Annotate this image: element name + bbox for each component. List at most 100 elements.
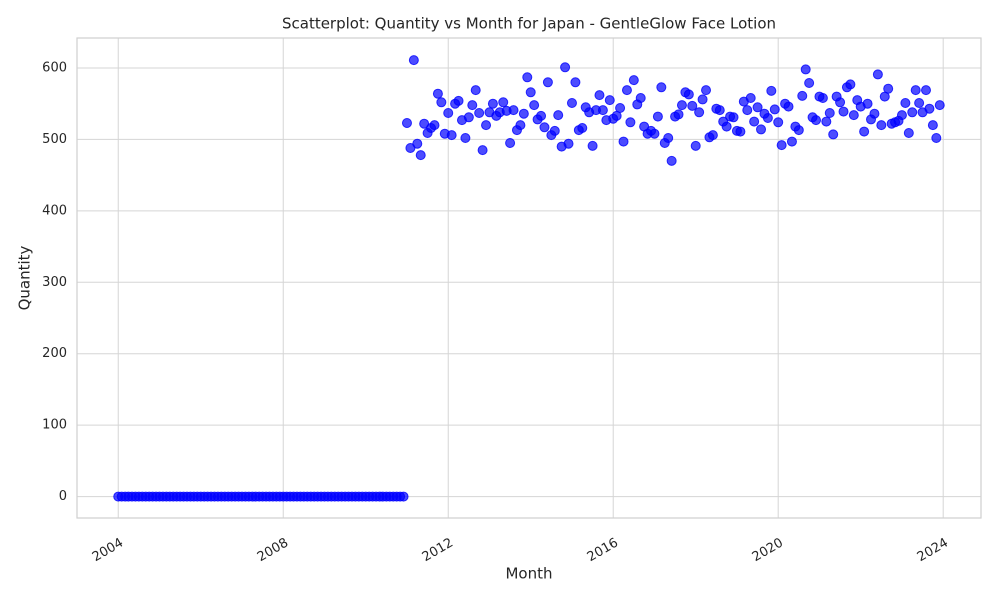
point: [742, 105, 753, 116]
point: [460, 133, 471, 143]
point: [728, 112, 739, 123]
y-tick-label: 500: [42, 132, 67, 147]
point: [931, 133, 942, 143]
point: [467, 100, 478, 111]
point: [615, 103, 626, 113]
point: [701, 85, 712, 96]
point: [883, 83, 894, 94]
point: [769, 104, 780, 115]
y-tick-label: 200: [42, 346, 67, 361]
point: [766, 85, 777, 96]
point: [436, 97, 447, 108]
point: [515, 120, 526, 131]
point: [776, 140, 787, 151]
y-axis-label: Quantity: [16, 245, 34, 310]
point: [876, 120, 887, 131]
point: [783, 101, 794, 112]
point: [522, 72, 533, 83]
point: [848, 110, 859, 121]
point: [453, 95, 464, 106]
point: [793, 125, 804, 136]
point: [401, 118, 412, 128]
point: [628, 75, 639, 86]
point: [800, 64, 811, 75]
point: [687, 100, 698, 111]
point: [443, 108, 454, 118]
point: [487, 98, 498, 109]
point: [862, 98, 873, 109]
point: [828, 129, 839, 140]
point: [587, 140, 598, 151]
point: [694, 107, 705, 118]
point: [872, 69, 883, 80]
point: [900, 98, 911, 108]
point: [838, 106, 849, 117]
y-tick-label: 600: [42, 61, 67, 76]
point: [910, 85, 921, 96]
point: [477, 145, 488, 156]
point: [817, 93, 828, 103]
point: [621, 85, 632, 96]
point: [652, 111, 663, 122]
point: [549, 125, 560, 136]
point: [690, 140, 701, 151]
point: [563, 138, 574, 149]
point: [714, 105, 725, 116]
y-tick-label: 300: [42, 275, 67, 290]
point: [432, 88, 443, 99]
point: [924, 103, 935, 114]
point: [525, 87, 536, 98]
point: [896, 110, 907, 121]
point: [869, 108, 880, 119]
point: [446, 130, 457, 141]
point: [749, 116, 760, 127]
point: [821, 116, 832, 127]
point: [934, 100, 945, 111]
point: [762, 113, 773, 123]
point: [756, 124, 767, 135]
point: [470, 85, 481, 96]
point: [498, 97, 509, 108]
point: [508, 105, 519, 116]
point: [927, 120, 938, 131]
point: [721, 121, 732, 132]
point: [666, 155, 677, 166]
point: [597, 105, 608, 116]
point: [412, 138, 423, 149]
point: [663, 133, 674, 143]
y-tick-label: 100: [42, 418, 67, 433]
point: [735, 126, 746, 137]
point: [697, 94, 708, 105]
point: [683, 89, 694, 100]
point: [618, 136, 629, 147]
point: [553, 110, 564, 121]
point: [649, 128, 660, 139]
point: [635, 93, 646, 103]
chart-title: Scatterplot: Quantity vs Month for Japan…: [282, 15, 776, 33]
point: [773, 117, 784, 128]
point: [415, 150, 426, 161]
point: [786, 136, 797, 147]
point: [804, 78, 815, 88]
point: [481, 120, 492, 131]
point: [474, 108, 485, 118]
point: [903, 128, 914, 138]
point: [398, 491, 409, 502]
point: [536, 110, 547, 121]
point: [577, 123, 588, 133]
point: [745, 93, 756, 103]
point: [752, 102, 763, 113]
point: [707, 130, 718, 141]
point: [673, 109, 684, 120]
point: [408, 55, 419, 66]
point: [859, 126, 870, 137]
point: [656, 82, 667, 93]
point: [835, 97, 846, 108]
point: [566, 98, 577, 108]
plot-frame: [76, 37, 982, 519]
point: [604, 95, 615, 106]
x-axis-label: Month: [505, 565, 552, 583]
point: [518, 108, 529, 119]
